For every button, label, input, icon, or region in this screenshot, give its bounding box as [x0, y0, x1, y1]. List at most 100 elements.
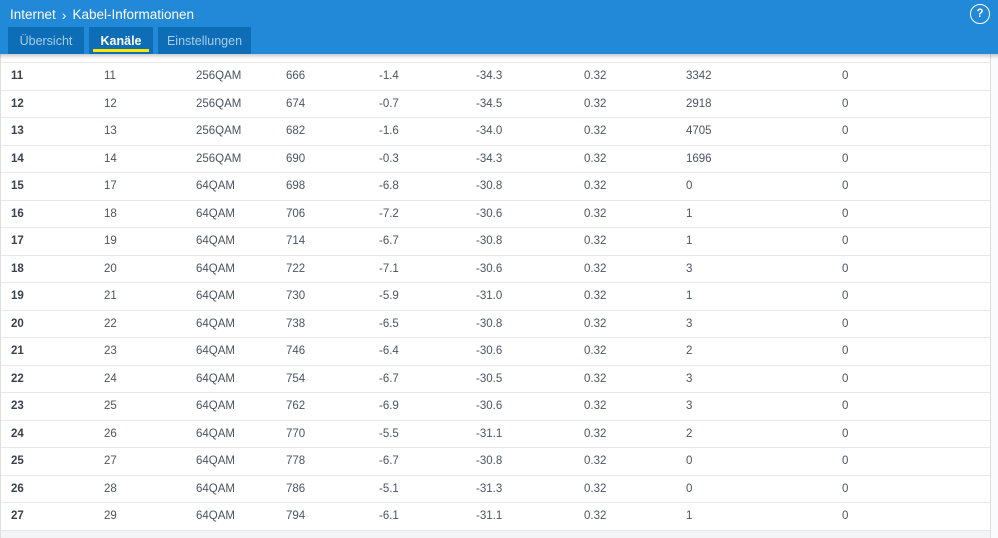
table-row: 19 21 64QAM 730 -5.9 -31.0 0.32 1 0 [1, 283, 990, 311]
table-cell: 0 [842, 345, 849, 358]
table-row: 27 29 64QAM 794 -6.1 -31.1 0.32 1 0 [1, 503, 990, 531]
table-cell: -34.3 [476, 152, 503, 165]
table-cell: 4705 [686, 125, 712, 138]
table-cell: -30.8 [476, 317, 503, 330]
table-cell: -6.7 [379, 235, 399, 248]
table-cell: 0 [842, 482, 849, 495]
table-cell: -30.6 [476, 207, 503, 220]
channel-table: 11 11 256QAM 666 -1.4 -34.3 0.32 3342 0 12 12 256QA… [0, 54, 991, 538]
tab-einstellungen[interactable]: Einstellungen [158, 27, 251, 54]
table-cell: -34.0 [476, 125, 503, 138]
table-cell: 18 [104, 207, 117, 220]
table-cell: 2918 [686, 97, 712, 110]
table-row: 11 11 256QAM 666 -1.4 -34.3 0.32 3342 0 [1, 63, 990, 91]
table-cell: 13 [11, 125, 24, 138]
table-cell: 19 [11, 290, 24, 303]
table-cell: 0 [842, 510, 849, 523]
table-cell: -6.7 [379, 372, 399, 385]
table-cell: 0.32 [584, 400, 607, 413]
table-cell: 1696 [686, 152, 712, 165]
table-cell: -6.5 [379, 317, 399, 330]
tab-uebersicht[interactable]: Übersicht [8, 27, 84, 54]
table-cell: 754 [286, 372, 306, 385]
table-cell: 0.32 [584, 372, 607, 385]
table-cell: 714 [286, 235, 306, 248]
table-cell: 0.32 [584, 317, 607, 330]
table-cell: 0 [842, 235, 849, 248]
table-cell: 0.32 [584, 455, 607, 468]
table-cell: 64QAM [196, 372, 235, 385]
table-cell: 3 [686, 262, 693, 275]
table-cell: 0 [686, 455, 693, 468]
table-cell: -30.6 [476, 345, 503, 358]
table-row: 23 25 64QAM 762 -6.9 -30.6 0.32 3 0 [1, 393, 990, 421]
table-cell: 3342 [686, 70, 712, 83]
table-cell: 28 [104, 482, 117, 495]
help-icon[interactable]: ? [970, 4, 990, 24]
table-cell: 778 [286, 455, 306, 468]
table-cell: 0.32 [584, 235, 607, 248]
table-cell: -0.3 [379, 152, 399, 165]
table-cell: -30.6 [476, 262, 503, 275]
table-cell: 256QAM [196, 70, 242, 83]
table-cell: -30.8 [476, 235, 503, 248]
table-cell: 0 [842, 125, 849, 138]
table-cell: 29 [104, 510, 117, 523]
table-cell: 22 [11, 372, 24, 385]
table-cell: 0 [842, 152, 849, 165]
table-cell: 64QAM [196, 317, 235, 330]
table-cell: -5.5 [379, 427, 399, 440]
table-cell: 0.32 [584, 180, 607, 193]
table-cell: -1.6 [379, 125, 399, 138]
table-row: 26 28 64QAM 786 -5.1 -31.3 0.32 0 0 [1, 476, 990, 503]
table-cell: 3 [686, 317, 693, 330]
table-row: 12 12 256QAM 674 -0.7 -34.5 0.32 2918 0 [1, 91, 990, 118]
table-cell: -34.3 [476, 70, 503, 83]
breadcrumb-item-internet[interactable]: Internet [10, 7, 56, 22]
tab-bar: Übersicht Kanäle Einstellungen [8, 27, 251, 54]
table-cell: 0 [842, 427, 849, 440]
table-cell: -6.7 [379, 455, 399, 468]
table-cell: 24 [104, 372, 117, 385]
table-cell: 64QAM [196, 180, 235, 193]
scrollbar-track[interactable] [991, 54, 998, 538]
partial-row-top [1, 54, 990, 63]
table-cell: 27 [11, 510, 24, 523]
table-cell: -31.0 [476, 290, 503, 303]
table-cell: 20 [104, 262, 117, 275]
table-cell: 794 [286, 510, 306, 523]
table-cell: 722 [286, 262, 306, 275]
table-cell: 0 [842, 262, 849, 275]
table-cell: 0.32 [584, 482, 607, 495]
table-row: 22 24 64QAM 754 -6.7 -30.5 0.32 3 0 [1, 366, 990, 393]
table-cell: 3 [686, 372, 693, 385]
table-cell: -31.1 [476, 427, 503, 440]
table-cell: 0 [842, 317, 849, 330]
table-cell: 27 [104, 455, 117, 468]
table-cell: 674 [286, 97, 306, 110]
table-cell: 770 [286, 427, 306, 440]
table-cell: 1 [686, 207, 693, 220]
chevron-right-icon: › [61, 6, 67, 23]
table-row: 13 13 256QAM 682 -1.6 -34.0 0.32 4705 0 [1, 118, 990, 146]
tab-kanaele[interactable]: Kanäle [89, 27, 153, 54]
table-cell: -30.8 [476, 180, 503, 193]
table-cell: -7.2 [379, 207, 399, 220]
table-cell: 706 [286, 207, 306, 220]
table-row: 15 17 64QAM 698 -6.8 -30.8 0.32 0 0 [1, 173, 990, 201]
table-cell: 0 [842, 455, 849, 468]
table-cell: 0 [842, 400, 849, 413]
table-row: 21 23 64QAM 746 -6.4 -30.6 0.32 2 0 [1, 338, 990, 366]
table-cell: 0 [686, 180, 693, 193]
table-cell: 690 [286, 152, 306, 165]
table-cell: 17 [11, 235, 24, 248]
table-cell: 0.32 [584, 427, 607, 440]
table-cell: -30.8 [476, 455, 503, 468]
table-row: 25 27 64QAM 778 -6.7 -30.8 0.32 0 0 [1, 448, 990, 476]
table-cell: 19 [104, 235, 117, 248]
top-bar: Internet › Kabel-Informationen ? Übersic… [0, 0, 998, 54]
table-cell: 64QAM [196, 235, 235, 248]
table-cell: 0.32 [584, 510, 607, 523]
table-cell: 15 [11, 180, 24, 193]
